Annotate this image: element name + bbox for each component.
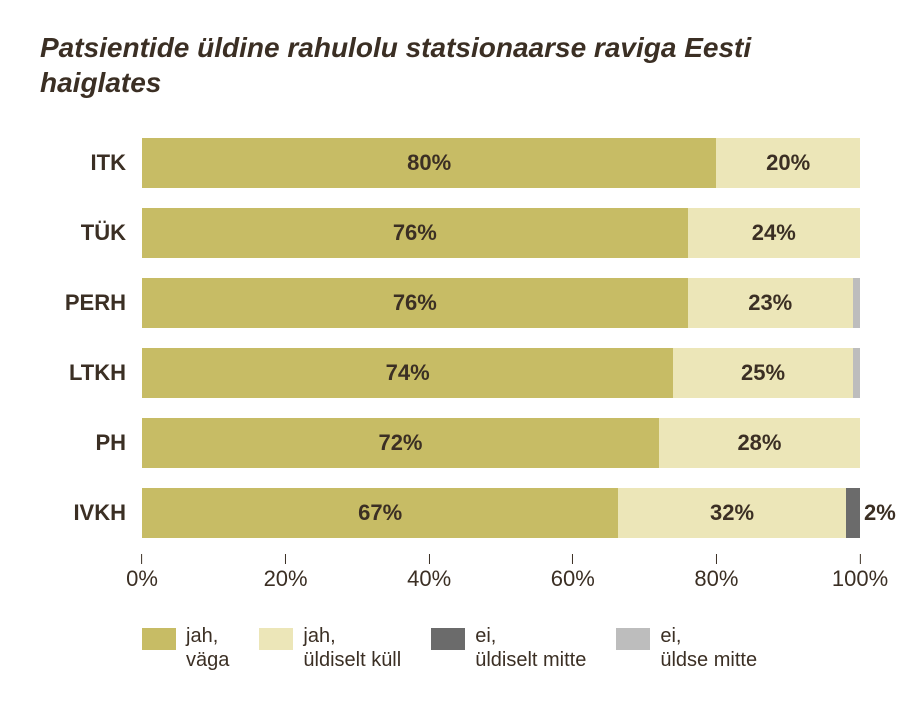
category-label: ITK: [40, 150, 130, 176]
x-axis: 0%20%40%60%80%100%: [40, 554, 860, 594]
x-axis-tick: 0%: [126, 554, 158, 592]
x-axis-tick: 40%: [407, 554, 451, 592]
bar-value-label: 28%: [737, 430, 781, 456]
legend-item: ei, üldse mitte: [616, 624, 757, 672]
bar-value-label: 74%: [386, 360, 430, 386]
bar-segment-ei_uldse_mitte: [853, 348, 860, 398]
legend-label: jah, üldiselt küll: [303, 624, 401, 672]
x-axis-ticks: 0%20%40%60%80%100%: [142, 554, 860, 594]
legend-label: ei, üldse mitte: [660, 624, 757, 672]
category-label: LTKH: [40, 360, 130, 386]
bar-segment-ei_uldse_mitte: [853, 278, 860, 328]
tick-mark: [141, 554, 142, 564]
chart-title: Patsientide üldine rahulolu statsionaars…: [40, 30, 860, 100]
tick-label: 0%: [126, 566, 158, 592]
tick-mark: [572, 554, 573, 564]
legend-swatch: [616, 628, 650, 650]
tick-mark: [429, 554, 430, 564]
legend-label: ei, üldiselt mitte: [475, 624, 586, 672]
bar-segment-jah_uldiselt: 24%: [688, 208, 860, 258]
bar-row: 67% 32% 2%: [142, 488, 860, 538]
tick-label: 60%: [551, 566, 595, 592]
bar-row: 76% 24%: [142, 208, 860, 258]
bar-row: 74% 25%: [142, 348, 860, 398]
tick-mark: [285, 554, 286, 564]
tick-label: 20%: [264, 566, 308, 592]
category-label: PH: [40, 430, 130, 456]
bar-segment-jah_vaga: 76%: [142, 278, 688, 328]
bar-segment-jah_vaga: 80%: [142, 138, 716, 188]
x-axis-tick: 80%: [694, 554, 738, 592]
category-label: PERH: [40, 290, 130, 316]
bar-segment-jah_vaga: 72%: [142, 418, 659, 468]
bar-segment-ei_uldiselt_mitte: 2%: [846, 488, 860, 538]
tick-mark: [860, 554, 861, 564]
legend-item: ei, üldiselt mitte: [431, 624, 586, 672]
bar-segment-jah_uldiselt: 28%: [659, 418, 860, 468]
plot-area: ITK 80% 20% TÜK 76% 24% PERH 76% 23% LTKH 74% 25% PH…: [40, 128, 860, 594]
legend-item: jah, üldiselt küll: [259, 624, 401, 672]
bar-row: 80% 20%: [142, 138, 860, 188]
bar-segment-jah_vaga: 74%: [142, 348, 673, 398]
bar-segment-jah_uldiselt: 32%: [618, 488, 845, 538]
tick-mark: [716, 554, 717, 564]
legend-label: jah, väga: [186, 624, 229, 672]
legend-swatch: [431, 628, 465, 650]
bar-value-label: 20%: [766, 150, 810, 176]
bar-value-label: 76%: [393, 220, 437, 246]
bar-value-label: 67%: [358, 500, 402, 526]
x-axis-tick: 60%: [551, 554, 595, 592]
bar-row: 72% 28%: [142, 418, 860, 468]
category-label: IVKH: [40, 500, 130, 526]
bar-value-label: 32%: [710, 500, 754, 526]
legend-item: jah, väga: [142, 624, 229, 672]
bar-value-label: 23%: [748, 290, 792, 316]
bar-value-label: 80%: [407, 150, 451, 176]
bar-segment-jah_vaga: 76%: [142, 208, 688, 258]
x-axis-tick: 100%: [832, 554, 888, 592]
tick-label: 80%: [694, 566, 738, 592]
bar-segment-jah_uldiselt: 25%: [673, 348, 853, 398]
tick-label: 100%: [832, 566, 888, 592]
chart-container: Patsientide üldine rahulolu statsionaars…: [0, 0, 900, 708]
bar-value-label: 72%: [378, 430, 422, 456]
bar-value-label: 76%: [393, 290, 437, 316]
bar-segment-jah_uldiselt: 23%: [688, 278, 853, 328]
x-axis-tick: 20%: [264, 554, 308, 592]
bars-area: ITK 80% 20% TÜK 76% 24% PERH 76% 23% LTKH 74% 25% PH…: [40, 128, 860, 548]
bar-segment-jah_uldiselt: 20%: [716, 138, 860, 188]
category-label: TÜK: [40, 220, 130, 246]
tick-label: 40%: [407, 566, 451, 592]
bar-segment-jah_vaga: 67%: [142, 488, 618, 538]
legend: jah, väga jah, üldiselt küll ei, üldiselt …: [40, 624, 860, 672]
bar-value-label: 2%: [860, 500, 896, 526]
legend-swatch: [259, 628, 293, 650]
bar-value-label: 25%: [741, 360, 785, 386]
bar-value-label: 24%: [752, 220, 796, 246]
legend-swatch: [142, 628, 176, 650]
bar-row: 76% 23%: [142, 278, 860, 328]
